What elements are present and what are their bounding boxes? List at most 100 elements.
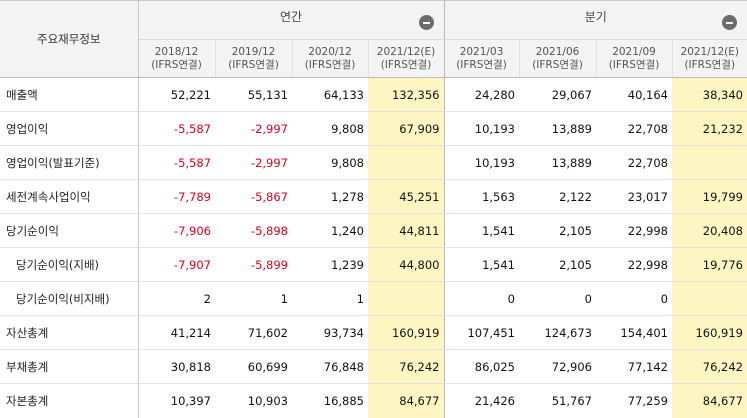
value-cell: 160,919 [672, 316, 747, 350]
value-cell: 60,699 [215, 350, 292, 384]
minus-circle-icon[interactable] [419, 15, 434, 30]
value-cell: 93,734 [292, 316, 368, 350]
value-cell: 2 [138, 282, 215, 316]
value-cell: 124,673 [519, 316, 596, 350]
value-cell: 84,677 [672, 384, 747, 418]
value-cell: -5,587 [138, 146, 215, 180]
value-cell: 77,142 [596, 350, 672, 384]
value-cell [672, 146, 747, 180]
row-label: 영업이익 [0, 112, 138, 146]
value-cell: 20,408 [672, 214, 747, 248]
value-cell [368, 146, 444, 180]
value-cell: 51,767 [519, 384, 596, 418]
value-cell: 22,708 [596, 146, 672, 180]
value-cell: 24,280 [444, 78, 519, 112]
value-cell: 0 [519, 282, 596, 316]
value-cell: 154,401 [596, 316, 672, 350]
annual-group-title: 연간 [139, 8, 444, 25]
value-cell: 72,906 [519, 350, 596, 384]
value-cell: 13,889 [519, 112, 596, 146]
period-basis: (IFRS연결) [369, 59, 444, 72]
value-cell: 1,240 [292, 214, 368, 248]
value-cell: 44,800 [368, 248, 444, 282]
value-cell: 38,340 [672, 78, 747, 112]
period-header: 2021/03(IFRS연결) [444, 40, 519, 78]
value-cell: 1,278 [292, 180, 368, 214]
period-header: 2019/12(IFRS연결) [215, 40, 292, 78]
value-cell: 132,356 [368, 78, 444, 112]
period-header: 2021/06(IFRS연결) [519, 40, 596, 78]
value-cell: -7,789 [138, 180, 215, 214]
value-cell: 71,602 [215, 316, 292, 350]
value-cell: 10,193 [444, 146, 519, 180]
period-basis: (IFRS연결) [293, 59, 368, 72]
value-cell: 1,563 [444, 180, 519, 214]
period-basis: (IFRS연결) [673, 59, 747, 72]
period-date: 2021/09 [597, 46, 672, 59]
value-cell [368, 282, 444, 316]
period-header: 2021/12(E)(IFRS연결) [368, 40, 444, 78]
period-basis: (IFRS연결) [216, 59, 292, 72]
row-label: 영업이익(발표기준) [0, 146, 138, 180]
value-cell: -7,906 [138, 214, 215, 248]
value-cell: 9,808 [292, 146, 368, 180]
value-cell: 1,541 [444, 214, 519, 248]
value-cell: 2,122 [519, 180, 596, 214]
value-cell: 0 [444, 282, 519, 316]
value-cell: 76,848 [292, 350, 368, 384]
row-label: 당기순이익(지배) [0, 248, 138, 282]
value-cell: 1,239 [292, 248, 368, 282]
value-cell: 29,067 [519, 78, 596, 112]
value-cell: 22,998 [596, 214, 672, 248]
period-basis: (IFRS연결) [597, 59, 672, 72]
minus-circle-icon[interactable] [722, 15, 737, 30]
value-cell: 76,242 [672, 350, 747, 384]
value-cell: 1 [215, 282, 292, 316]
row-label: 자산총계 [0, 316, 138, 350]
value-cell [672, 282, 747, 316]
value-cell: 1 [292, 282, 368, 316]
row-label: 당기순이익 [0, 214, 138, 248]
period-date: 2021/12(E) [673, 46, 747, 59]
value-cell: 2,105 [519, 214, 596, 248]
value-cell: 10,193 [444, 112, 519, 146]
value-cell: 45,251 [368, 180, 444, 214]
period-date: 2020/12 [293, 46, 368, 59]
value-cell: -5,898 [215, 214, 292, 248]
value-cell: 55,131 [215, 78, 292, 112]
value-cell: 2,105 [519, 248, 596, 282]
value-cell: 21,426 [444, 384, 519, 418]
value-cell: 19,776 [672, 248, 747, 282]
row-label: 당기순이익(비지배) [0, 282, 138, 316]
value-cell: 84,677 [368, 384, 444, 418]
value-cell: 40,164 [596, 78, 672, 112]
value-cell: 107,451 [444, 316, 519, 350]
period-header: 2021/12(E)(IFRS연결) [672, 40, 747, 78]
value-cell: 52,221 [138, 78, 215, 112]
annual-group-header: 연간 [138, 1, 444, 40]
value-cell: 30,818 [138, 350, 215, 384]
value-cell: 77,259 [596, 384, 672, 418]
period-date: 2021/06 [520, 46, 596, 59]
value-cell: 16,885 [292, 384, 368, 418]
period-date: 2021/03 [445, 46, 519, 59]
value-cell: 86,025 [444, 350, 519, 384]
value-cell: -5,867 [215, 180, 292, 214]
period-date: 2019/12 [216, 46, 292, 59]
value-cell: 13,889 [519, 146, 596, 180]
value-cell: 64,133 [292, 78, 368, 112]
value-cell: 1,541 [444, 248, 519, 282]
value-cell: 67,909 [368, 112, 444, 146]
value-cell: 10,903 [215, 384, 292, 418]
period-header: 2018/12(IFRS연결) [138, 40, 215, 78]
